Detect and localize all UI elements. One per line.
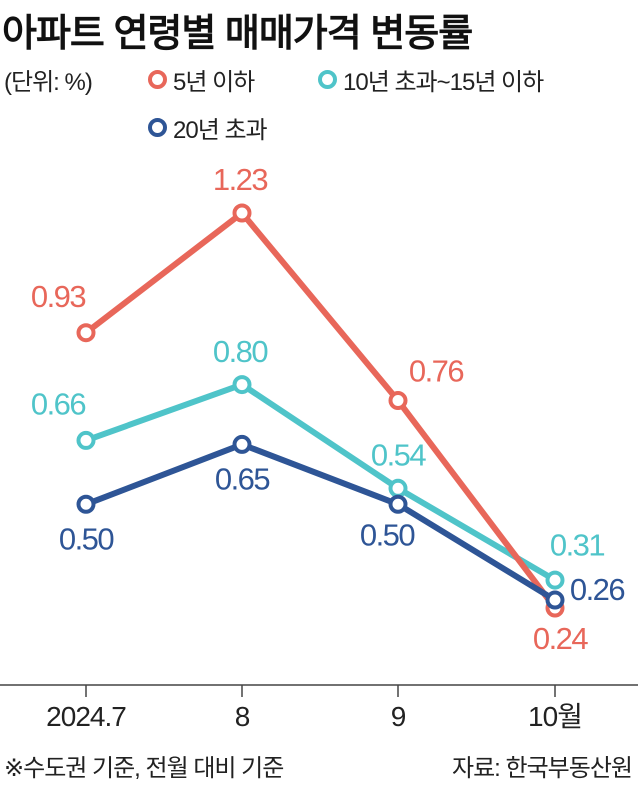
series-line xyxy=(84,210,558,610)
legend-label: 5년 이하 xyxy=(173,69,255,96)
x-tick-label: 2024.7 xyxy=(46,701,126,732)
legend-item-10-15yr: 10년 초과~15년 이하 xyxy=(318,62,544,97)
data-label: 0.24 xyxy=(533,621,589,656)
data-point xyxy=(76,494,96,514)
data-label: 0.76 xyxy=(409,354,464,389)
legend-label: 10년 초과~15년 이하 xyxy=(343,69,544,96)
data-point xyxy=(76,430,96,450)
series-line xyxy=(84,441,557,603)
legend-item-20yr: 20년 초과 xyxy=(148,110,268,145)
footer-note: ※수도권 기준, 전월 대비 기준 xyxy=(4,755,284,782)
data-point xyxy=(232,203,252,223)
data-label: 0.31 xyxy=(550,527,605,562)
legend-item-5yr: 5년 이하 xyxy=(148,62,255,97)
data-label: 0.65 xyxy=(215,462,270,497)
data-label: 0.54 xyxy=(371,437,427,472)
data-point xyxy=(76,323,96,343)
x-tick-label: 10월 xyxy=(528,701,582,732)
unit-label: (단위: %) xyxy=(4,69,93,96)
x-tick-label: 8 xyxy=(235,701,250,732)
x-tick-label: 9 xyxy=(391,701,406,732)
data-point xyxy=(388,478,408,498)
data-point xyxy=(545,570,565,590)
data-point xyxy=(388,494,408,514)
legend-marker-icon xyxy=(318,70,337,89)
data-label: 1.23 xyxy=(213,162,268,197)
data-point xyxy=(232,434,252,454)
data-point xyxy=(388,391,408,411)
data-label: 0.66 xyxy=(31,387,86,422)
data-label: 0.50 xyxy=(59,521,115,556)
data-label: 0.80 xyxy=(213,334,269,369)
legend-marker-icon xyxy=(148,70,167,89)
data-label: 0.26 xyxy=(570,572,625,607)
footer-source: 자료: 한국부동산원 xyxy=(452,755,633,782)
chart-title: 아파트 연령별 매매가격 변동률 xyxy=(2,13,473,55)
data-point xyxy=(232,375,252,395)
data-label: 0.50 xyxy=(360,517,416,552)
data-point xyxy=(545,590,565,610)
data-label: 0.93 xyxy=(31,279,86,314)
legend-label: 20년 초과 xyxy=(173,117,268,144)
legend-marker-icon xyxy=(148,118,167,137)
series-line xyxy=(84,381,557,583)
